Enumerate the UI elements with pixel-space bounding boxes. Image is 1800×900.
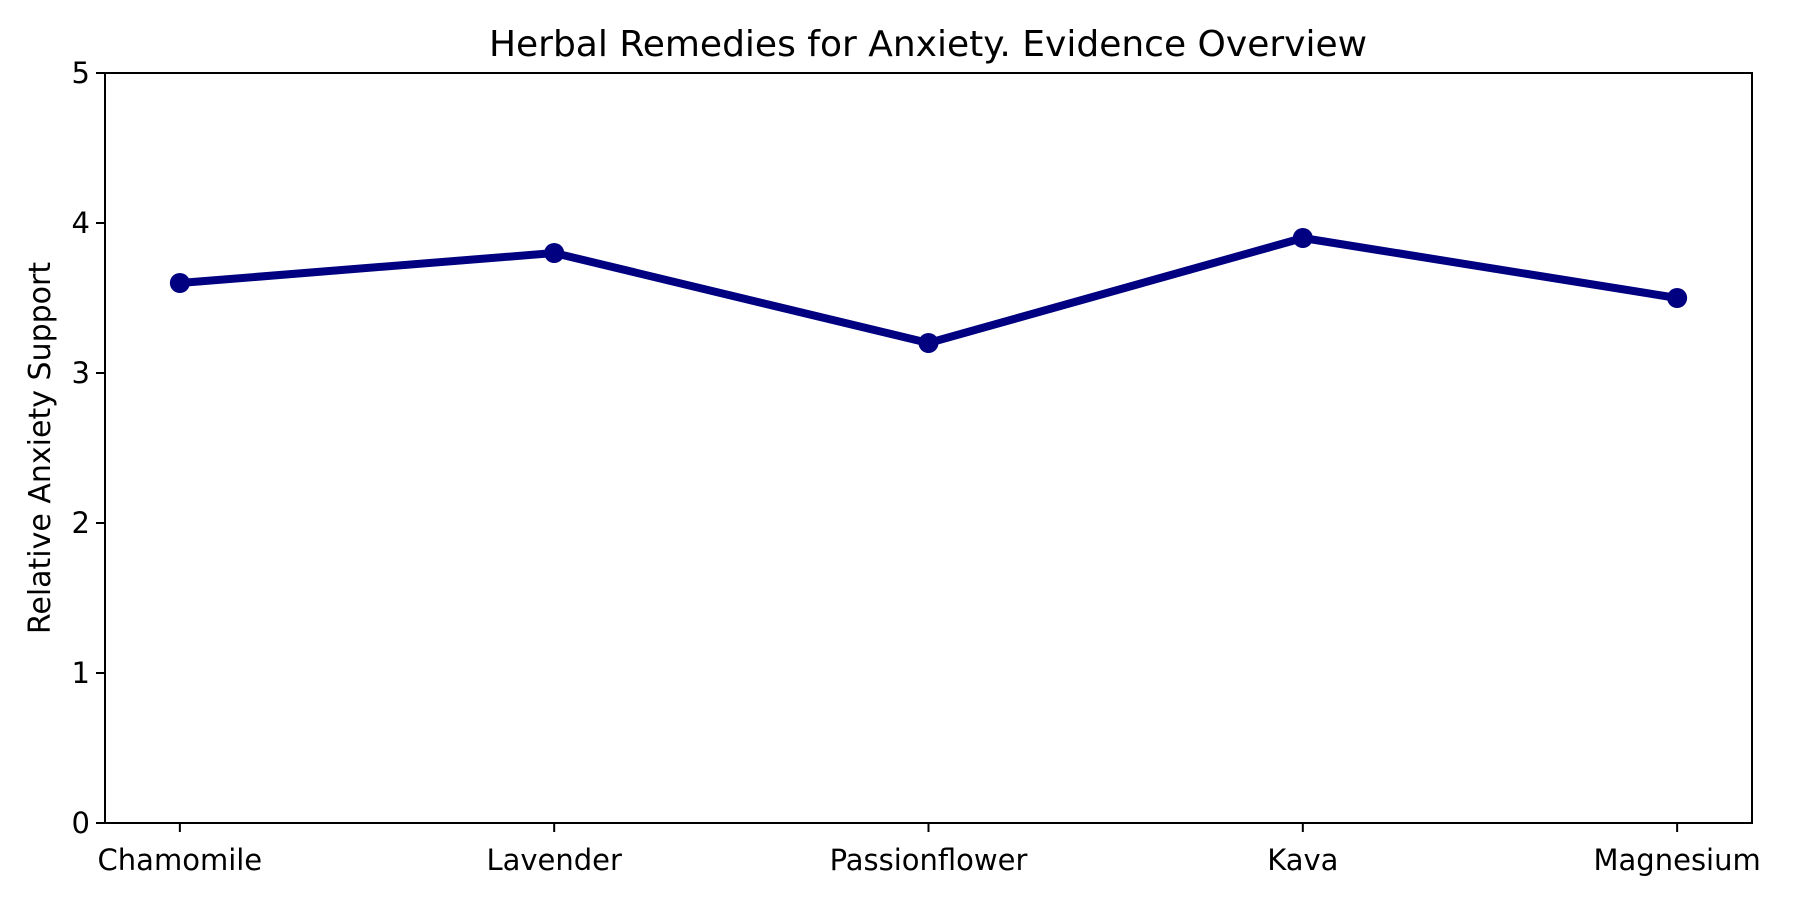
y-tick-label-3: 3 (72, 356, 90, 390)
y-axis: 0 1 2 3 4 5 (72, 56, 105, 840)
data-point-magnesium (1667, 288, 1688, 308)
x-tick-label-lavender: Lavender (486, 843, 622, 877)
x-tick-label-kava: Kava (1267, 843, 1338, 877)
chart-title: Herbal Remedies for Anxiety. Evidence Ov… (489, 24, 1367, 65)
data-point-kava (1292, 228, 1313, 248)
data-point-passionflower (918, 333, 939, 353)
x-axis: Chamomile Lavender Passionflower Kava Magnes… (98, 823, 1761, 877)
y-axis-label: Relative Anxiety Support (23, 262, 58, 634)
y-tick-label-2: 2 (72, 506, 90, 540)
x-tick-label-chamomile: Chamomile (98, 843, 263, 877)
data-series (169, 228, 1688, 353)
y-tick-label-5: 5 (72, 56, 90, 90)
x-tick-label-passionflower: Passionflower (830, 843, 1028, 877)
plot-border (104, 72, 1753, 824)
y-tick-label-4: 4 (72, 206, 90, 240)
data-point-chamomile (169, 273, 190, 293)
x-tick-label-magnesium: Magnesium (1594, 843, 1761, 877)
series-line (175, 234, 1682, 347)
y-tick-label-0: 0 (72, 806, 90, 840)
y-tick-label-1: 1 (72, 656, 90, 690)
data-point-lavender (544, 243, 565, 263)
